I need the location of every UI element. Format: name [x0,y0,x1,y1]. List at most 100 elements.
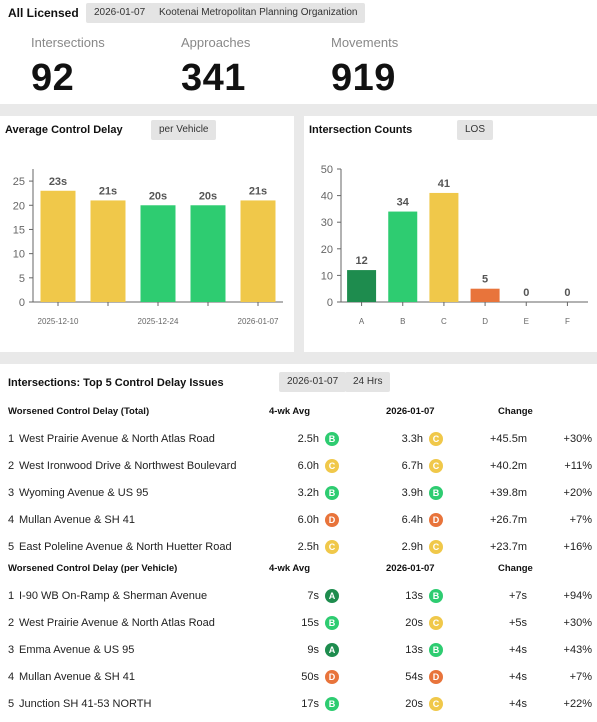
kpi-intersections-label: Intersections [31,35,105,50]
delay-chart-panel: Average Control Delay per Vehicle 0 5 10 15… [0,116,294,352]
avg-grade-badge: A [325,643,339,657]
y-tick-label: 15 [13,224,25,236]
data-label: 21s [249,185,267,197]
row-current-value: 6.7h [401,460,423,472]
row-change-percent: +11% [564,460,592,472]
table-row[interactable]: 3 Wyoming Avenue & US 95 3.2h B 3.9h B +39.8m +… [0,480,597,507]
table-row[interactable]: 1 I-90 WB On-Ramp & Sherman Avenue 7s A 13s B… [0,583,597,610]
kpi-panel: All Licensed 2026-01-07 Kootenai Metropo… [0,0,597,104]
row-change-percent: +22% [563,698,592,710]
table-row[interactable]: 5 East Poleline Avenue & North Huetter Ro… [0,534,597,561]
row-intersection-name[interactable]: Emma Avenue & US 95 [19,644,135,656]
row-avg-value: 6.0h [297,514,319,526]
row-intersection-name[interactable]: West Prairie Avenue & North Atlas Road [19,617,215,629]
col-date-header: 2026-01-07 [386,563,435,574]
data-label: 23s [49,176,67,188]
row-change-value: +40.2m [490,460,527,472]
table-row[interactable]: 1 West Prairie Avenue & North Atlas Road 2… [0,426,597,453]
x-tick-label: E [524,317,529,326]
section-header: Worsened Control Delay (per Vehicle) [8,563,178,574]
kpi-approaches-value: 341 [181,57,246,99]
y-tick-label: 10 [321,270,333,282]
row-avg-value: 6.0h [297,460,319,472]
y-tick-label: 25 [13,176,25,188]
data-label: 34 [397,197,410,209]
current-grade-badge: B [429,486,443,500]
row-avg-value: 7s [307,590,319,602]
row-change-value: +4s [508,644,527,656]
current-grade-badge: B [429,643,443,657]
issues-title: Intersections: Top 5 Control Delay Issue… [8,377,224,389]
row-avg-value: 2.5h [297,433,319,445]
row-current-value: 3.9h [401,487,423,499]
row-change-value: +4s [508,671,527,683]
table-row[interactable]: 4 Mullan Avenue & SH 41 50s D 54s D +4s +7% [0,664,597,691]
table-row[interactable]: 5 Junction SH 41-53 NORTH 17s B 20s C +4s +22% [0,691,597,718]
delay-chart-title: Average Control Delay [5,124,123,136]
col-date-header: 2026-01-07 [386,406,435,417]
row-rank: 2 [8,617,15,629]
x-tick-label: A [359,317,365,326]
x-tick-label: 2025-12-10 [38,317,79,326]
data-label: 21s [99,185,117,197]
page-title: All Licensed [8,6,79,20]
row-rank: 3 [8,487,15,499]
x-tick-label: D [482,317,488,326]
row-intersection-name[interactable]: East Poleline Avenue & North Huetter Roa… [19,541,232,553]
counts-chart: 0 10 20 30 40 50 12 A 34 B 41 C 5 D 0 E 0 F [321,164,588,326]
row-avg-value: 2.5h [297,541,319,553]
table-row[interactable]: 3 Emma Avenue & US 95 9s A 13s B +4s +43% [0,637,597,664]
data-label: 41 [438,178,450,190]
y-tick-label: 20 [321,244,333,256]
bar [90,200,126,302]
current-grade-badge: B [429,589,443,603]
issues-table: Worsened Control Delay (Total) 4-wk Avg 20… [0,364,597,722]
row-rank: 1 [8,433,15,445]
current-grade-badge: C [429,432,443,446]
table-row[interactable]: 2 West Prairie Avenue & North Atlas Road 1… [0,610,597,637]
row-intersection-name[interactable]: I-90 WB On-Ramp & Sherman Avenue [19,590,208,602]
row-intersection-name[interactable]: Junction SH 41-53 NORTH [19,698,152,710]
row-avg-value: 17s [301,698,319,710]
row-rank: 4 [8,671,15,683]
row-rank: 5 [8,541,15,553]
row-intersection-name[interactable]: West Ironwood Drive & Northwest Boulevar… [19,460,237,472]
row-change-percent: +7% [569,671,592,683]
table-row[interactable]: 2 West Ironwood Drive & Northwest Bouleva… [0,453,597,480]
current-grade-badge: C [429,616,443,630]
los-chip[interactable]: LOS [457,120,494,140]
avg-grade-badge: B [325,697,339,711]
per-vehicle-chip[interactable]: per Vehicle [151,120,217,140]
row-change-percent: +30% [563,617,592,629]
data-label: 0 [564,287,570,299]
row-intersection-name[interactable]: Wyoming Avenue & US 95 [19,487,149,499]
counts-chart-panel: Intersection Counts LOS 0 10 20 30 40 50 12 A 34… [304,116,597,352]
date-chip[interactable]: 2026-01-07 [86,3,154,23]
row-change-percent: +30% [563,433,592,445]
row-change-value: +45.5m [490,433,527,445]
y-tick-label: 30 [321,217,333,229]
bar [388,211,418,302]
data-label: 5 [482,274,488,286]
org-chip[interactable]: Kootenai Metropolitan Planning Organizat… [151,3,366,23]
issues-date-chip[interactable]: 2026-01-07 [279,372,347,392]
current-grade-badge: C [429,540,443,554]
table-row[interactable]: 4 Mullan Avenue & SH 41 6.0h D 6.4h D +26.7m +7… [0,507,597,534]
y-tick-label: 20 [13,200,25,212]
row-intersection-name[interactable]: West Prairie Avenue & North Atlas Road [19,433,215,445]
x-tick-label: B [400,317,405,326]
bar [140,205,176,302]
current-grade-badge: C [429,459,443,473]
avg-grade-badge: B [325,616,339,630]
row-intersection-name[interactable]: Mullan Avenue & SH 41 [19,514,135,526]
row-intersection-name[interactable]: Mullan Avenue & SH 41 [19,671,135,683]
row-avg-value: 50s [301,671,319,683]
data-label: 20s [149,190,167,202]
issues-range-chip[interactable]: 24 Hrs [345,372,391,392]
bar [347,270,377,302]
row-current-value: 20s [405,617,423,629]
x-tick-label: F [565,317,570,326]
kpi-intersections-value: 92 [31,57,75,99]
bar [240,200,276,302]
row-change-value: +7s [508,590,527,602]
